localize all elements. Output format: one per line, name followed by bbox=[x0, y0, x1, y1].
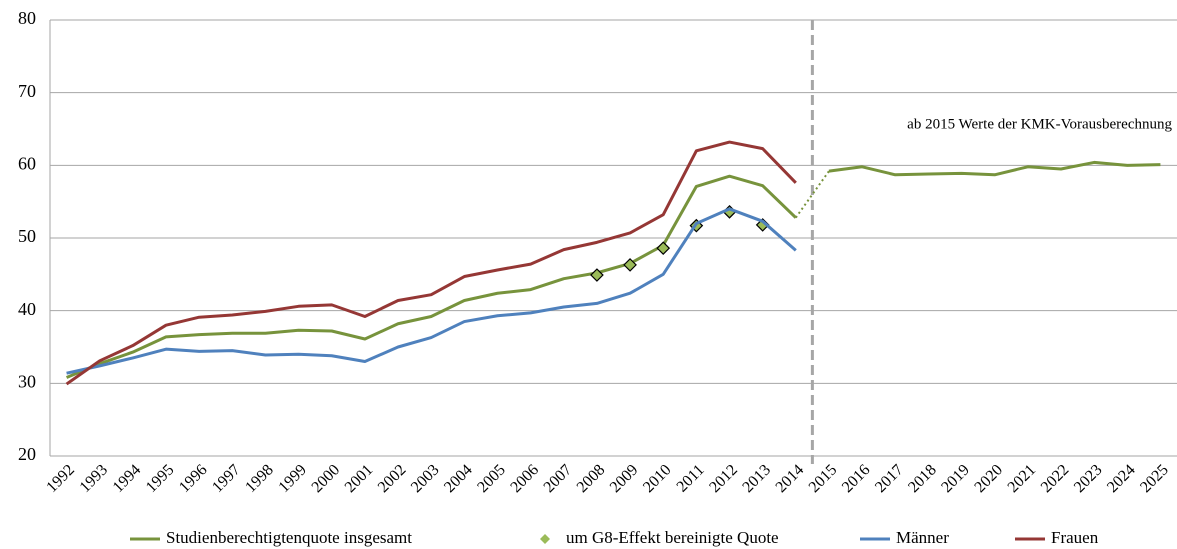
x-tick-label: 2006 bbox=[507, 461, 542, 496]
x-tick-label: 2013 bbox=[739, 461, 774, 496]
x-tick-label: 1996 bbox=[176, 461, 211, 496]
x-tick-label: 2024 bbox=[1104, 461, 1139, 496]
x-tick-label: 2025 bbox=[1137, 461, 1172, 496]
y-tick-label: 70 bbox=[18, 81, 36, 101]
legend-label: um G8-Effekt bereinigte Quote bbox=[566, 528, 779, 547]
x-tick-label: 2001 bbox=[342, 461, 377, 496]
x-tick-label: 2008 bbox=[574, 461, 609, 496]
x-tick-label: 2007 bbox=[541, 461, 576, 496]
x-tick-label: 1993 bbox=[76, 461, 111, 496]
diamond-marker bbox=[656, 241, 671, 256]
diamond-marker bbox=[590, 268, 604, 282]
legend-label: Frauen bbox=[1051, 528, 1099, 547]
diamond-marker bbox=[623, 258, 637, 272]
x-tick-label: 2003 bbox=[408, 461, 443, 496]
series-line bbox=[65, 140, 797, 386]
legend-label: Studienberechtigtenquote insgesamt bbox=[166, 528, 412, 547]
x-tick-label: 2020 bbox=[971, 461, 1006, 496]
x-tick-label: 2016 bbox=[839, 461, 874, 496]
series-line bbox=[828, 160, 1161, 177]
x-tick-label: 2019 bbox=[938, 461, 973, 496]
y-tick-label: 40 bbox=[18, 299, 36, 319]
y-tick-label: 30 bbox=[18, 371, 36, 391]
x-tick-label: 2011 bbox=[674, 461, 708, 495]
y-tick-label: 20 bbox=[18, 444, 36, 464]
x-tick-label: 2012 bbox=[706, 461, 741, 496]
x-tick-label: 1999 bbox=[275, 461, 310, 496]
x-tick-label: 2018 bbox=[905, 461, 940, 496]
x-tick-label: 1992 bbox=[43, 461, 78, 496]
x-tick-label: 2021 bbox=[1005, 461, 1040, 496]
x-tick-label: 2017 bbox=[872, 461, 907, 496]
x-tick-label: 2023 bbox=[1071, 461, 1106, 496]
x-tick-label: 1997 bbox=[209, 461, 244, 496]
x-tick-label: 2014 bbox=[773, 461, 808, 496]
series-line bbox=[65, 174, 797, 379]
x-tick-label: 1995 bbox=[143, 461, 178, 496]
x-tick-label: 2000 bbox=[309, 461, 344, 496]
x-tick-label: 2004 bbox=[441, 461, 476, 496]
x-tick-label: 1994 bbox=[110, 461, 145, 496]
x-tick-label: 2009 bbox=[607, 461, 642, 496]
y-tick-label: 60 bbox=[18, 153, 36, 173]
x-tick-label: 2022 bbox=[1038, 461, 1073, 496]
y-tick-label: 50 bbox=[18, 226, 36, 246]
legend-label: Männer bbox=[896, 528, 949, 547]
x-tick-label: 2010 bbox=[640, 461, 675, 496]
x-tick-label: 2002 bbox=[375, 461, 410, 496]
legend-swatch bbox=[540, 534, 550, 544]
x-tick-label: 1998 bbox=[242, 461, 277, 496]
x-tick-label: 2005 bbox=[474, 461, 509, 496]
annotation: ab 2015 Werte der KMK-Vorausberechnung bbox=[907, 116, 1172, 132]
x-tick-label: 2015 bbox=[806, 461, 841, 496]
series-line bbox=[66, 207, 797, 375]
y-tick-label: 80 bbox=[18, 8, 36, 28]
